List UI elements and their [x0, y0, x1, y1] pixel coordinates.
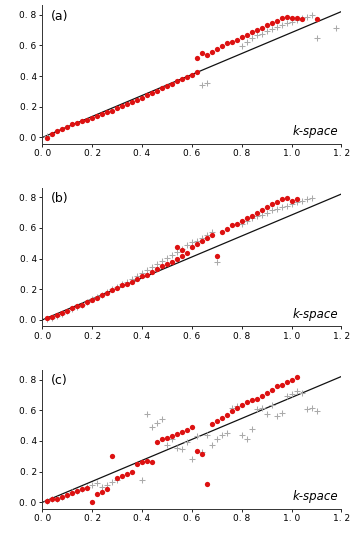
- Text: k-space: k-space: [293, 307, 339, 321]
- Text: (a): (a): [51, 10, 69, 23]
- Text: (c): (c): [51, 374, 68, 387]
- Text: k-space: k-space: [293, 490, 339, 503]
- Text: k-space: k-space: [293, 125, 339, 138]
- Text: (b): (b): [51, 192, 69, 205]
